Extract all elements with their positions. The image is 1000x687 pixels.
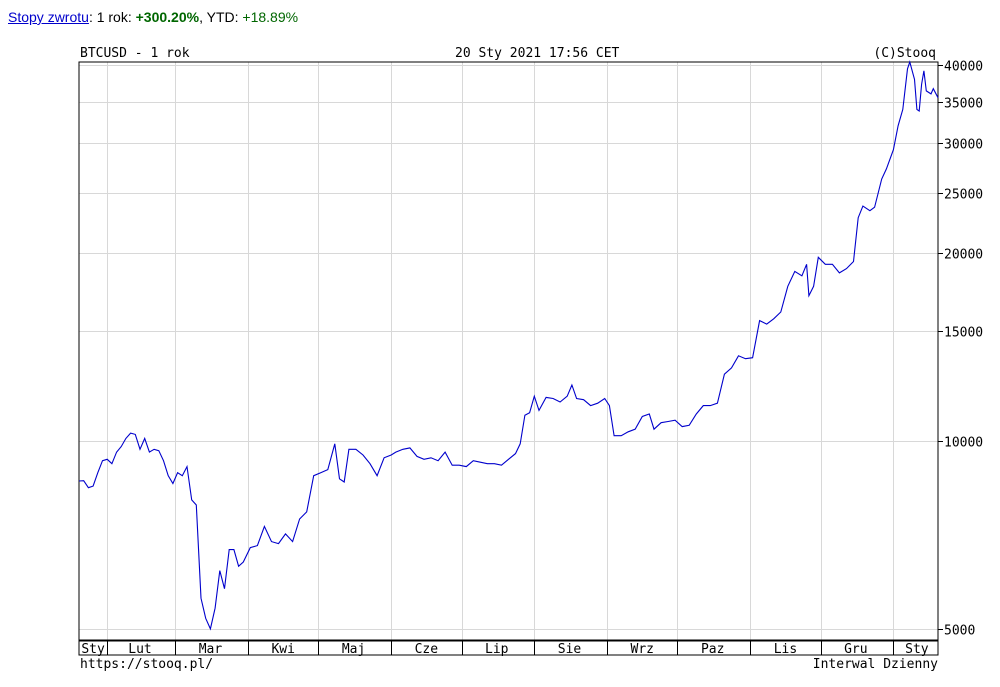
y-tick-label: 35000 bbox=[944, 97, 983, 112]
chart-symbol-period: BTCUSD - 1 rok bbox=[80, 46, 190, 61]
y-tick-label: 15000 bbox=[944, 326, 983, 341]
x-tick-label: Maj bbox=[342, 642, 365, 657]
x-tick-label: Sty bbox=[81, 642, 105, 657]
chart-copyright: (C)Stooq bbox=[873, 46, 936, 61]
footer-url[interactable]: https://stooq.pl/ bbox=[80, 657, 214, 672]
y-axis: 5000 10000 15000 20000 25000 30000 35000 40000 bbox=[938, 60, 983, 639]
y-tick-label: 30000 bbox=[944, 138, 983, 153]
returns-summary: Stopy zwrotu: 1 rok: +300.20%, YTD: +18.… bbox=[8, 9, 298, 25]
returns-separator-2: , YTD: bbox=[199, 9, 243, 25]
plot-frame bbox=[78, 61, 939, 641]
chart-timestamp: 20 Sty 2021 17:56 CET bbox=[455, 46, 620, 61]
x-tick-label: Gru bbox=[844, 642, 867, 657]
x-tick-label: Sty bbox=[905, 642, 929, 657]
returns-separator-1: : 1 rok: bbox=[88, 9, 136, 25]
y-tick-label: 25000 bbox=[944, 188, 983, 203]
x-tick-label: Lip bbox=[485, 642, 509, 657]
y-tick-label: 20000 bbox=[944, 248, 983, 263]
footer-interval: Interwal Dzienny bbox=[812, 657, 938, 672]
y-tick-label: 10000 bbox=[944, 436, 983, 451]
x-tick-label: Wrz bbox=[631, 642, 654, 657]
y-tick-label: 40000 bbox=[944, 60, 983, 75]
x-tick-label: Paz bbox=[701, 642, 724, 657]
x-tick-label: Lis bbox=[774, 642, 797, 657]
btcusd-price-line bbox=[78, 60, 939, 631]
x-axis-band bbox=[78, 640, 939, 656]
y-tick-label: 5000 bbox=[944, 624, 975, 639]
x-tick-label: Kwi bbox=[271, 642, 294, 657]
x-tick-label: Sie bbox=[558, 642, 582, 657]
x-tick-label: Cze bbox=[415, 642, 439, 657]
grid bbox=[79, 62, 938, 640]
x-axis: Sty Lut Mar Kwi Maj Cze Lip Sie Wrz Paz Lis Gru Sty bbox=[78, 640, 939, 657]
x-tick-label: Mar bbox=[199, 642, 223, 657]
ytd-return: +18.89% bbox=[242, 9, 299, 25]
x-tick-label: Lut bbox=[128, 642, 151, 657]
one-year-return: +300.20% bbox=[135, 9, 200, 25]
returns-link[interactable]: Stopy zwrotu bbox=[8, 9, 89, 25]
